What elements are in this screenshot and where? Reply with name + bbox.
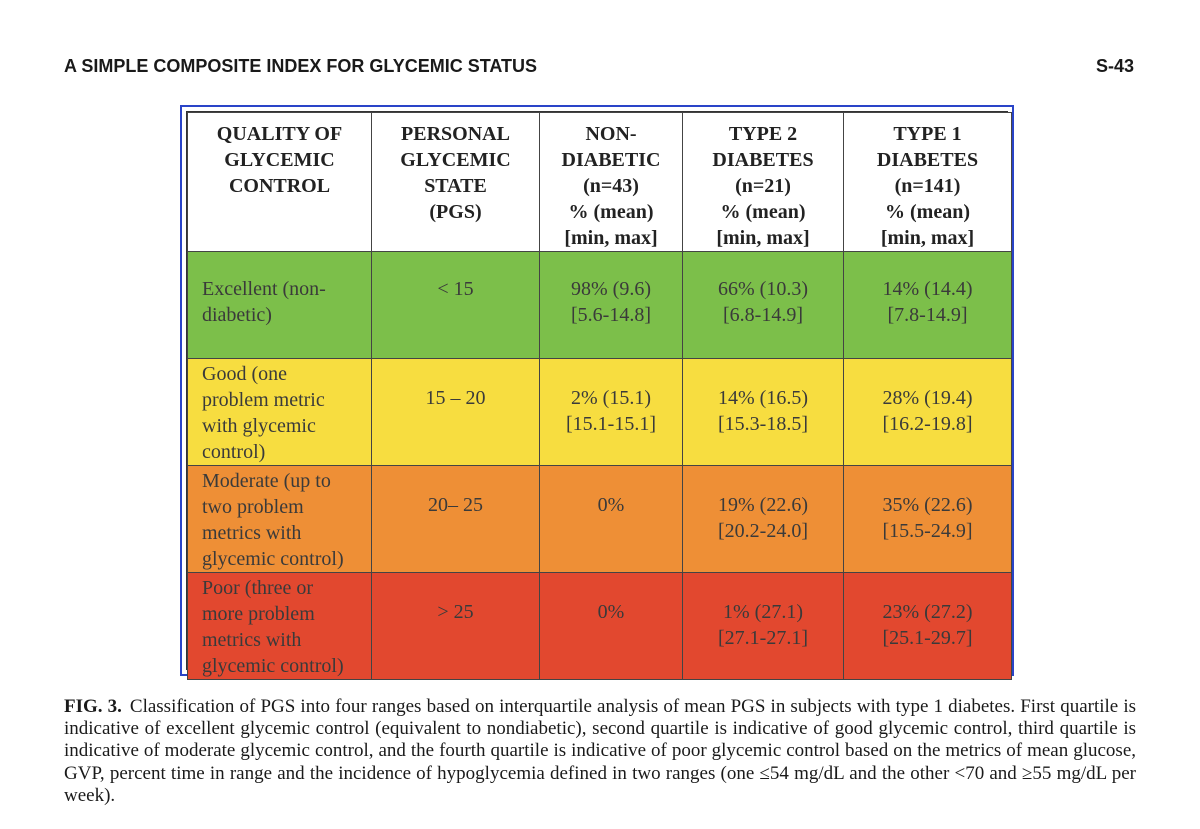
header-non-diabetic: NON- DIABETIC (n=43) % (mean) [min, max] [539, 112, 683, 252]
cell-quality: Moderate (up to two problem metrics with… [187, 465, 372, 573]
table-row-excellent: Excellent (non- diabetic) < 15 98% (9.6)… [187, 251, 1012, 359]
cell-type1: 28% (19.4) [16.2-19.8] [843, 358, 1012, 466]
cell-type2: 66% (10.3) [6.8-14.9] [682, 251, 844, 359]
figure-frame: QUALITY OF GLYCEMIC CONTROL PERSONAL GLY… [180, 105, 1014, 680]
cell-quality: Good (one problem metric with glycemic c… [187, 358, 372, 466]
cell-quality: Excellent (non- diabetic) [187, 251, 372, 359]
header-quality: QUALITY OF GLYCEMIC CONTROL [187, 112, 372, 252]
running-head-title: A SIMPLE COMPOSITE INDEX FOR GLYCEMIC ST… [64, 56, 538, 76]
cell-type1: 14% (14.4) [7.8-14.9] [843, 251, 1012, 359]
cell-pgs: > 25 [371, 572, 540, 680]
cell-type2: 1% (27.1) [27.1-27.1] [682, 572, 844, 680]
table-row-good: Good (one problem metric with glycemic c… [187, 358, 1012, 466]
cell-pgs: 20– 25 [371, 465, 540, 573]
cell-non-diabetic: 0% [539, 465, 683, 573]
header-type1: TYPE 1 DIABETES (n=141) % (mean) [min, m… [843, 112, 1012, 252]
cell-non-diabetic: 0% [539, 572, 683, 680]
header-type2: TYPE 2 DIABETES (n=21) % (mean) [min, ma… [682, 112, 844, 252]
table-row-poor: Poor (three or more problem metrics with… [187, 572, 1012, 680]
cell-pgs: 15 – 20 [371, 358, 540, 466]
cell-non-diabetic: 2% (15.1) [15.1-15.1] [539, 358, 683, 466]
cell-quality: Poor (three or more problem metrics with… [187, 572, 372, 680]
figure-caption: FIG. 3. Classification of PGS into four r… [64, 696, 1136, 807]
caption-label: FIG. 3. [64, 696, 122, 717]
running-head: A SIMPLE COMPOSITE INDEX FOR GLYCEMIC ST… [64, 56, 1134, 82]
cell-type1: 35% (22.6) [15.5-24.9] [843, 465, 1012, 573]
page-number: S-43 [1095, 56, 1134, 76]
cell-type1: 23% (27.2) [25.1-29.7] [843, 572, 1012, 680]
header-pgs: PERSONAL GLYCEMIC STATE (PGS) [371, 112, 540, 252]
cell-non-diabetic: 98% (9.6) [5.6-14.8] [539, 251, 683, 359]
figure-inner: QUALITY OF GLYCEMIC CONTROL PERSONAL GLY… [186, 111, 1012, 680]
pgs-table: QUALITY OF GLYCEMIC CONTROL PERSONAL GLY… [187, 112, 1012, 680]
cell-type2: 19% (22.6) [20.2-24.0] [682, 465, 844, 573]
table-row-moderate: Moderate (up to two problem metrics with… [187, 465, 1012, 573]
cell-pgs: < 15 [371, 251, 540, 359]
cell-type2: 14% (16.5) [15.3-18.5] [682, 358, 844, 466]
caption-text: Classification of PGS into four ranges b… [64, 696, 1137, 806]
table-header-row: QUALITY OF GLYCEMIC CONTROL PERSONAL GLY… [187, 112, 1012, 252]
